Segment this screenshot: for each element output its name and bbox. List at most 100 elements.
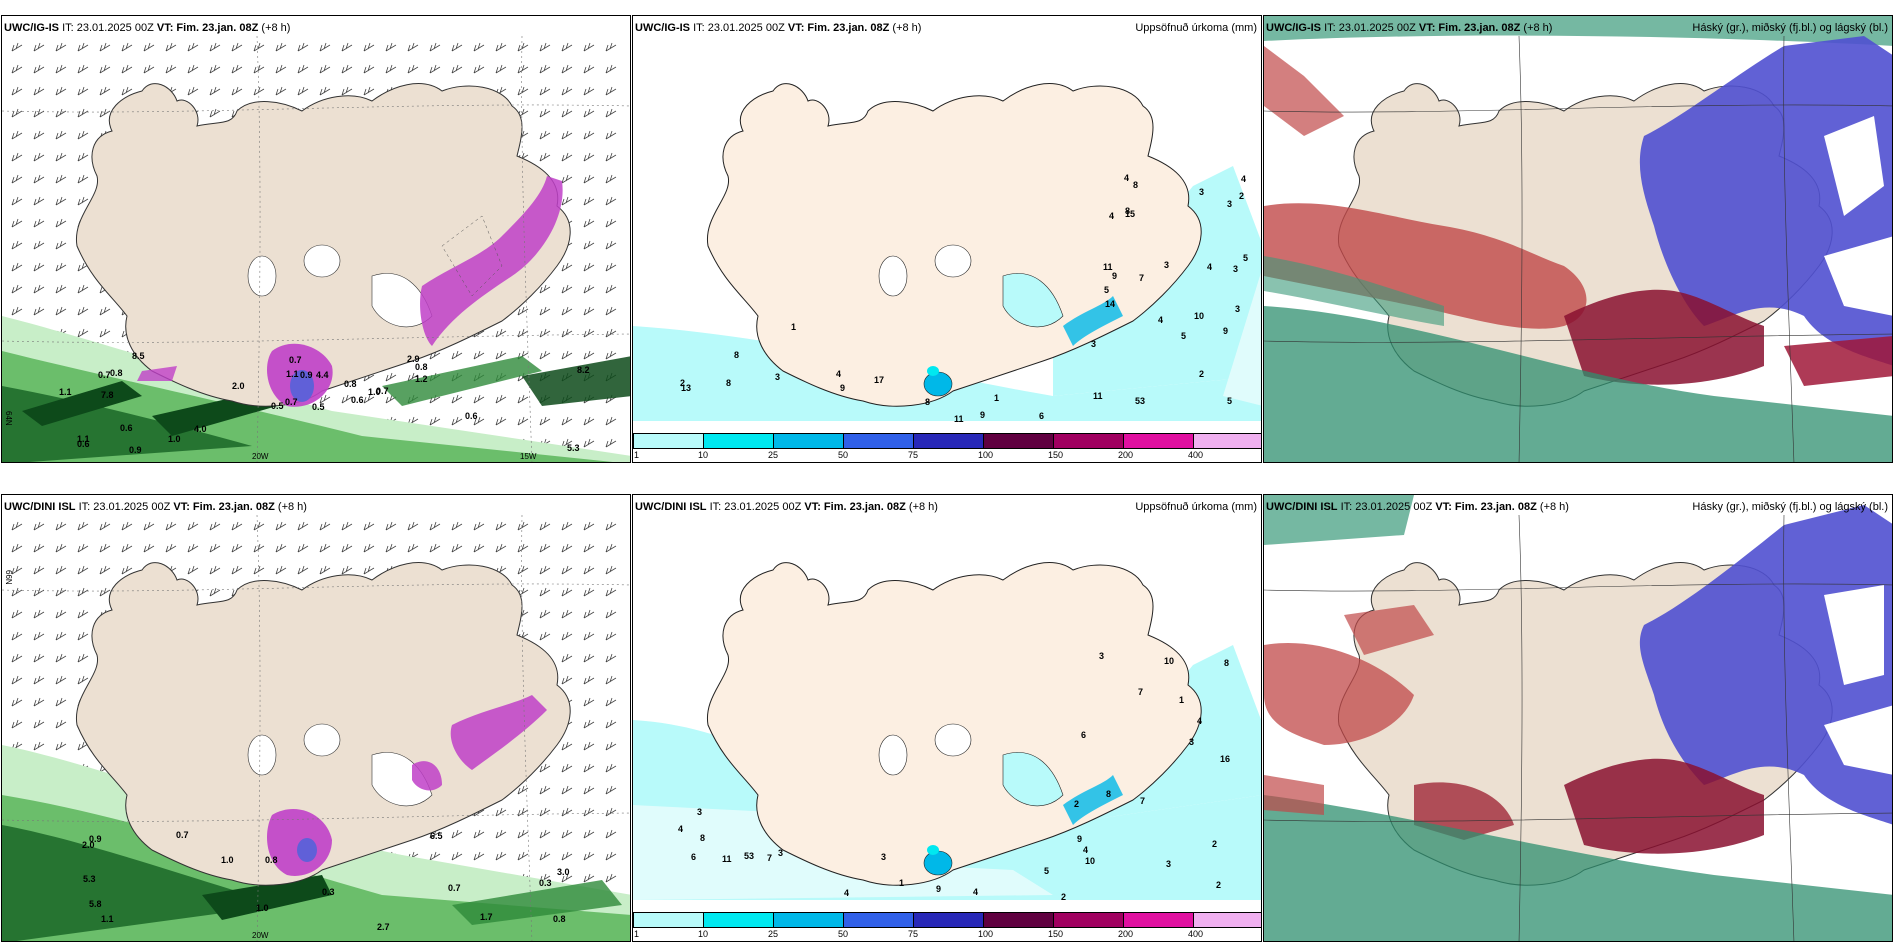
colorbar-segment [983, 433, 1053, 449]
wind-barb [99, 521, 111, 531]
precip-value: 11 [954, 414, 964, 424]
wind-barb [11, 609, 23, 619]
wind-barb [583, 284, 595, 294]
precip-value: 0.8 [110, 368, 123, 378]
wind-barb [561, 130, 573, 140]
wind-barb [297, 64, 309, 74]
colorbar-segment [703, 912, 773, 928]
precip-value: 53 [744, 851, 755, 861]
wind-barb [33, 42, 45, 52]
wind-barb [605, 152, 617, 162]
precip-value: 0.3 [539, 878, 552, 888]
wind-barb [187, 86, 199, 96]
wind-barb [33, 130, 45, 140]
wind-barb [11, 543, 23, 553]
precip-value: 7 [1138, 687, 1144, 697]
precip-value: 10 [1085, 856, 1096, 866]
wind-barb [539, 851, 551, 861]
colorbar-tick-label: 50 [838, 450, 849, 460]
wind-barb [583, 829, 595, 839]
wind-barb [55, 543, 67, 553]
wind-barb [451, 64, 463, 74]
precip-value: 2 [1199, 369, 1205, 379]
wind-barb [33, 174, 45, 184]
wind-barb [583, 763, 595, 773]
precip-value: 8 [925, 397, 931, 407]
wind-barb [363, 565, 375, 575]
precip-value: 3 [1189, 737, 1195, 747]
precip-value: 8 [734, 350, 740, 360]
panel-header: UWC/IG-IS IT: 23.01.2025 00Z VT: Fim. 23… [4, 22, 291, 34]
wind-barb [165, 543, 177, 553]
wind-barb [11, 565, 23, 575]
wind-barb [517, 543, 529, 553]
wind-barb [341, 565, 353, 575]
wind-barb [583, 807, 595, 817]
precip-value: 2 [1212, 839, 1218, 849]
wind-barb [77, 653, 89, 663]
wind-barb [11, 697, 23, 707]
colorbar-segment [843, 912, 913, 928]
wind-barb [583, 521, 595, 531]
wind-barb [77, 196, 89, 206]
precip-value: 2 [1239, 191, 1245, 201]
wind-barb [583, 719, 595, 729]
wind-barb [583, 328, 595, 338]
wind-barb [561, 416, 573, 426]
wind-barb [209, 108, 221, 118]
colorbar-segment [1053, 433, 1123, 449]
precip-value: 1.0 [221, 855, 234, 865]
precip-value: 0.7 [289, 355, 302, 365]
wind-barb [55, 240, 67, 250]
precip-value: 0.7 [376, 386, 389, 396]
wind-barb [539, 306, 551, 316]
wind-barb [495, 350, 507, 360]
wind-barb [33, 609, 45, 619]
cloud-cover-map [1264, 16, 1892, 462]
wind-barb [33, 240, 45, 250]
precip-value: 2 [1074, 799, 1080, 809]
precip-value: 15 [1125, 209, 1136, 219]
colorbar-segment [913, 433, 983, 449]
wind-barb [561, 675, 573, 685]
wind-barb [33, 631, 45, 641]
map-panel-top-mid: UWC/IG-IS IT: 23.01.2025 00Z VT: Fim. 23… [632, 15, 1262, 463]
wind-barb [495, 521, 507, 531]
wind-barb [253, 521, 265, 531]
wind-barb [187, 64, 199, 74]
wind-barb [385, 64, 397, 74]
wind-barb [605, 196, 617, 206]
wind-barb [605, 543, 617, 553]
precip-value: 4 [973, 887, 979, 897]
accumulated-precip-map [633, 495, 1261, 941]
wind-barb [363, 64, 375, 74]
wind-barb [517, 565, 529, 575]
wind-barb [561, 785, 573, 795]
wind-barb [55, 653, 67, 663]
wind-barb [99, 64, 111, 74]
precip-value: 9 [980, 410, 986, 420]
colorbar-segment [983, 912, 1053, 928]
wind-barb [275, 64, 287, 74]
precip-value: 0.6 [77, 439, 90, 449]
lat-label: 64N [4, 411, 13, 426]
wind-barb [539, 86, 551, 96]
map-panel-bottom-mid: UWC/DINI ISL IT: 23.01.2025 00Z VT: Fim.… [632, 494, 1262, 942]
wind-barb [451, 829, 463, 839]
wind-barb [583, 873, 595, 883]
wind-barb [341, 86, 353, 96]
wind-barb [539, 829, 551, 839]
precip-value: 2.0 [82, 840, 95, 850]
precip-value: 4 [1241, 174, 1247, 184]
precip-value: 9 [936, 884, 942, 894]
wind-barb [11, 42, 23, 52]
wind-barb [517, 416, 529, 426]
colorbar-tick-label: 75 [908, 450, 919, 460]
precip-colorbar: 1 10 25 50 75 100 150 200 400 [633, 912, 1261, 939]
wind-barb [275, 86, 287, 96]
wind-barb [385, 42, 397, 52]
colorbar-tick-label: 150 [1048, 929, 1064, 939]
precip-value: 9 [1077, 834, 1083, 844]
wind-barb [539, 130, 551, 140]
wind-precip-map [2, 16, 630, 462]
